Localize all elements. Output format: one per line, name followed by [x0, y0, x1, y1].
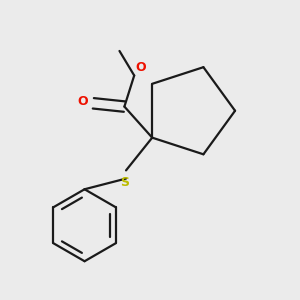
Text: S: S — [120, 176, 129, 189]
Text: O: O — [78, 95, 88, 108]
Text: O: O — [136, 61, 146, 74]
